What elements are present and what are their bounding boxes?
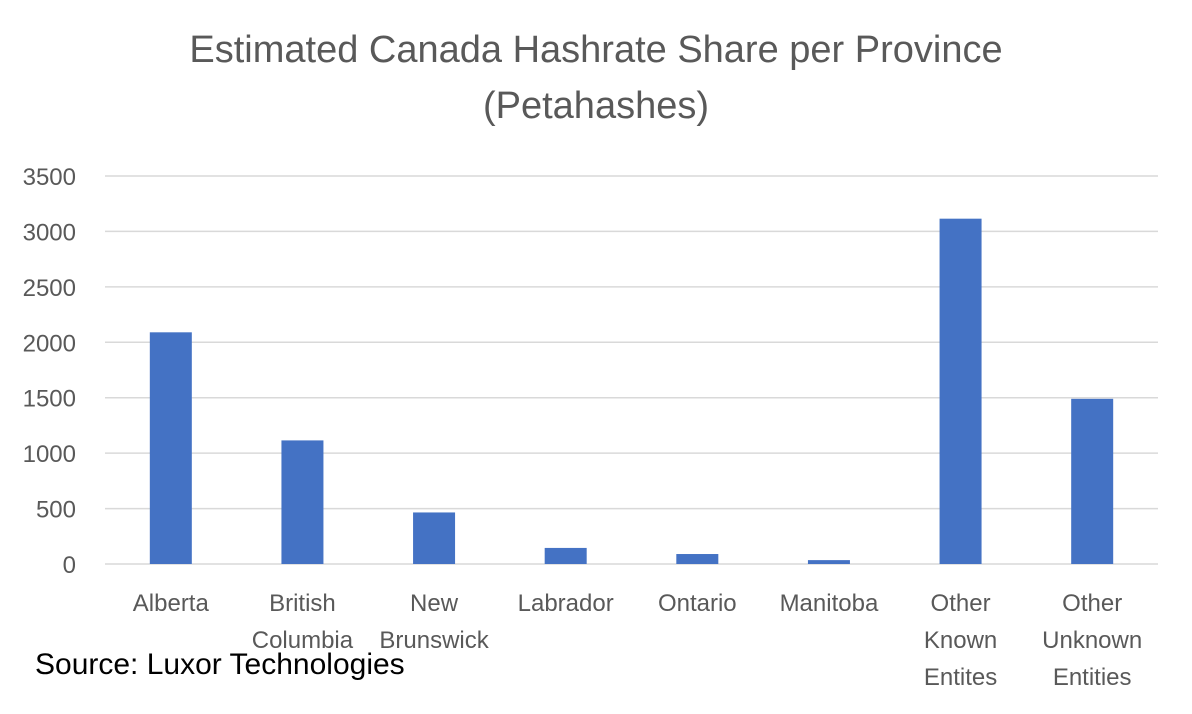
chart-title-line-1: Estimated Canada Hashrate Share per Prov… [189, 29, 1003, 71]
y-tick-label: 0 [63, 552, 76, 579]
x-tick-label-line: New [410, 590, 459, 617]
x-tick-label-line: Entites [924, 664, 997, 691]
bar [281, 440, 324, 564]
y-tick-label: 2500 [23, 275, 76, 302]
x-tick-label-line: Unknown [1042, 627, 1142, 654]
y-tick-label: 500 [36, 497, 76, 524]
x-tick-label-line: Ontario [658, 590, 737, 617]
bar [149, 332, 192, 564]
x-tick-label-line: Known [924, 627, 997, 654]
y-tick-label: 2000 [23, 330, 76, 357]
bar [676, 554, 719, 564]
bar [807, 560, 850, 564]
x-tick-label-line: Brunswick [379, 627, 489, 654]
x-tick-label: Labrador [518, 590, 614, 617]
x-tick-label-line: British [269, 590, 336, 617]
x-tick-label: New Brunswick [379, 590, 489, 654]
x-tick-label-line: Labrador [518, 590, 614, 617]
y-tick-label: 3500 [23, 164, 76, 191]
x-tick-label-line: Other [931, 590, 991, 617]
bar [544, 547, 587, 564]
bar [1071, 398, 1114, 564]
x-tick-label-line: Other [1062, 590, 1122, 617]
bar [939, 218, 982, 564]
x-tick-label-line: Manitoba [780, 590, 879, 617]
y-tick-label: 1000 [23, 441, 76, 468]
x-tick-label: Manitoba [780, 590, 879, 617]
y-tick-label: 1500 [23, 386, 76, 413]
source-note: Source: Luxor Technologies [35, 648, 405, 681]
x-tick-label-line: Entities [1053, 664, 1132, 691]
x-tick-label: Ontario [658, 590, 737, 617]
y-tick-label: 3000 [23, 219, 76, 246]
x-tick-label: British Columbia [252, 590, 354, 654]
x-tick-label-line: Alberta [133, 590, 210, 617]
chart-title: Estimated Canada Hashrate Share per Prov… [0, 22, 1192, 134]
x-tick-label-line: Columbia [252, 627, 354, 654]
bar [413, 512, 456, 564]
chart-title-line-2: (Petahashes) [482, 85, 709, 127]
x-tick-label: Other Unknown Entities [1042, 590, 1142, 691]
x-tick-label: Other Known Entites [924, 590, 997, 691]
x-tick-label: Alberta [133, 590, 210, 617]
